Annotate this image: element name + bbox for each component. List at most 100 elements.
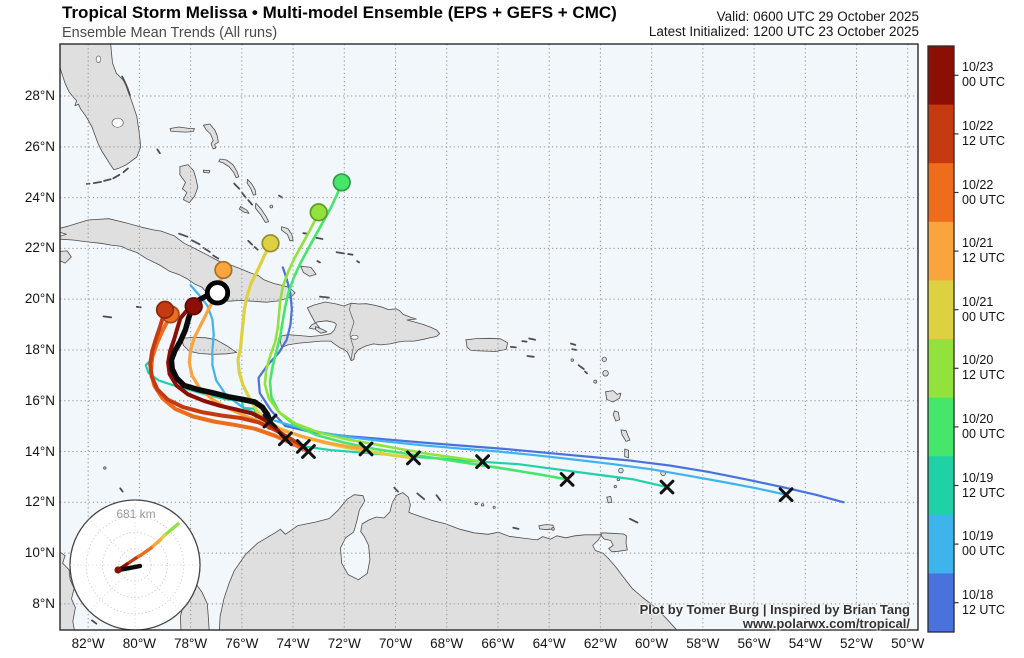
x-tick-label: 54°W (788, 636, 822, 651)
colorbar-segment-10-22-00 (928, 163, 954, 223)
chart-subtitle: Ensemble Mean Trends (All runs) (62, 25, 278, 41)
coastline-isla-de-la-juventud (60, 250, 72, 264)
trend-inset (69, 499, 201, 630)
coastline-puerto-rico (465, 337, 509, 352)
x-tick-label: 64°W (532, 636, 566, 651)
islet-ragged-island-chain (253, 246, 259, 251)
y-tick-label: 18°N (24, 341, 55, 357)
x-tick-label: 62°W (583, 636, 617, 651)
islet-cape-canaveral-barrier (126, 86, 132, 97)
coastline-hispaniola (279, 301, 440, 361)
x-tick-label: 60°W (635, 636, 669, 651)
islet-bimini (156, 148, 161, 155)
islet-virgin-islands (528, 337, 536, 341)
endpoint-marker-10-20-00-utc (332, 173, 351, 192)
inset-spoke (134, 564, 182, 612)
x-tick-label: 56°W (737, 636, 771, 651)
colorbar-label-date: 10/21 (962, 236, 994, 251)
y-tick-label: 22°N (24, 240, 55, 256)
colorbar-label: 10/21 12 UTC (962, 236, 1005, 266)
valid-time-block: Valid: 0600 UTC 29 October 2025 Latest I… (649, 9, 919, 39)
colorbar-label: 10/23 00 UTC (962, 60, 1005, 90)
colorbar-label-time: 12 UTC (962, 602, 1006, 617)
island-saba-statia (570, 358, 574, 362)
colorbar-label: 10/22 00 UTC (962, 178, 1005, 208)
start-x-marker (778, 487, 794, 503)
colorbar-label: 10/20 00 UTC (962, 412, 1005, 442)
coastline-eleuthera (218, 158, 240, 179)
islet-virgin-islands (521, 340, 528, 343)
x-tick-label: 72°W (327, 636, 361, 651)
colorbar-label-date: 10/21 (962, 294, 994, 309)
coastline-dominica (612, 410, 620, 422)
islet-florida-keys (122, 167, 129, 174)
islet-anguilla-st-martin (570, 342, 577, 346)
colorbar-label-date: 10/22 (962, 118, 994, 133)
islet-ragged-island-chain (247, 239, 253, 246)
islet-little-inagua (316, 260, 321, 264)
coastline-martinique (620, 429, 631, 442)
colorbar-label-time: 00 UTC (962, 75, 1006, 90)
colorbar-label-time: 00 UTC (962, 309, 1006, 324)
valid-time-line: Valid: 0600 UTC 29 October 2025 (716, 9, 919, 24)
island-antigua (602, 370, 609, 377)
islet-cuba-north-cays (191, 239, 201, 246)
islet-curacao (416, 492, 426, 501)
chart-title: Tropical Storm Melissa • Multi-model Ens… (62, 3, 617, 22)
islet-exuma-cays (247, 199, 253, 206)
x-tick-label: 50°W (891, 636, 925, 651)
lake-enriquillo (350, 334, 359, 340)
credits-block: Plot by Tomer Burg | Inspired by Brian T… (640, 603, 910, 630)
start-x-marker (301, 444, 316, 459)
colorbar-segment-10-19-12 (928, 456, 954, 516)
track-10-19-00-utc (189, 284, 788, 496)
border-haiti-dr-border (348, 303, 355, 361)
colorbar-label-time: 12 UTC (962, 485, 1006, 500)
coastline-gonave (315, 326, 328, 334)
island-los-roques-1 (474, 501, 478, 506)
y-tick-label: 12°N (24, 494, 55, 510)
x-tick-label: 82°W (71, 636, 105, 651)
map-area (60, 44, 918, 630)
coastline-grenada (606, 496, 613, 504)
coastline-new-providence (203, 169, 211, 174)
colorbar-label: 10/21 00 UTC (962, 295, 1005, 325)
colorbar-label-date: 10/23 (962, 60, 994, 75)
coastline-trinidad (600, 532, 628, 553)
endpoint-marker-10-21-00-utc (261, 234, 280, 253)
inset-trend-segment (139, 546, 153, 557)
islet-florida-keys (92, 181, 102, 184)
x-tick-label: 58°W (686, 636, 720, 651)
endpoint-marker-10-22-12-utc (155, 300, 175, 319)
colorbar-label: 10/20 12 UTC (962, 353, 1005, 383)
colorbar-label: 10/19 00 UTC (962, 529, 1005, 559)
colorbar-label-date: 10/19 (962, 529, 994, 544)
y-tick-label: 16°N (24, 392, 55, 408)
colorbar (927, 45, 959, 633)
x-tick-label: 76°W (225, 636, 259, 651)
track-10-22-00-utc (148, 312, 311, 454)
coastline-guadeloupe (605, 390, 622, 403)
start-x-marker (277, 431, 293, 447)
islet-exuma-cays (240, 191, 247, 199)
endpoint-marker-10-23-12-utc-latest- (204, 280, 231, 306)
island-st-vincent (618, 467, 624, 474)
inset-trend-segment (163, 522, 180, 537)
colorbar-segment-10-22-12 (928, 104, 954, 164)
islet-cuba-north-cays (178, 232, 189, 238)
colorbar-label-time: 00 UTC (962, 426, 1006, 441)
x-tick-label: 80°W (122, 636, 156, 651)
coastline-south-america (219, 492, 677, 630)
islet-st-kitts-nevis (584, 370, 588, 375)
inset-latest-position-dot (114, 566, 122, 574)
islet-st-kitts-nevis (577, 364, 585, 370)
colorbar-label-date: 10/19 (962, 470, 994, 485)
coastline-great-inagua (300, 265, 317, 277)
x-tick-label: 78°W (174, 636, 208, 651)
colorbar-label-time: 00 UTC (962, 192, 1006, 207)
islet-la-tortuga-ven (512, 526, 520, 530)
colorbar-label: 10/19 12 UTC (962, 471, 1005, 501)
islet-cape-canaveral-barrier (121, 75, 128, 87)
island-montserrat (593, 379, 598, 384)
